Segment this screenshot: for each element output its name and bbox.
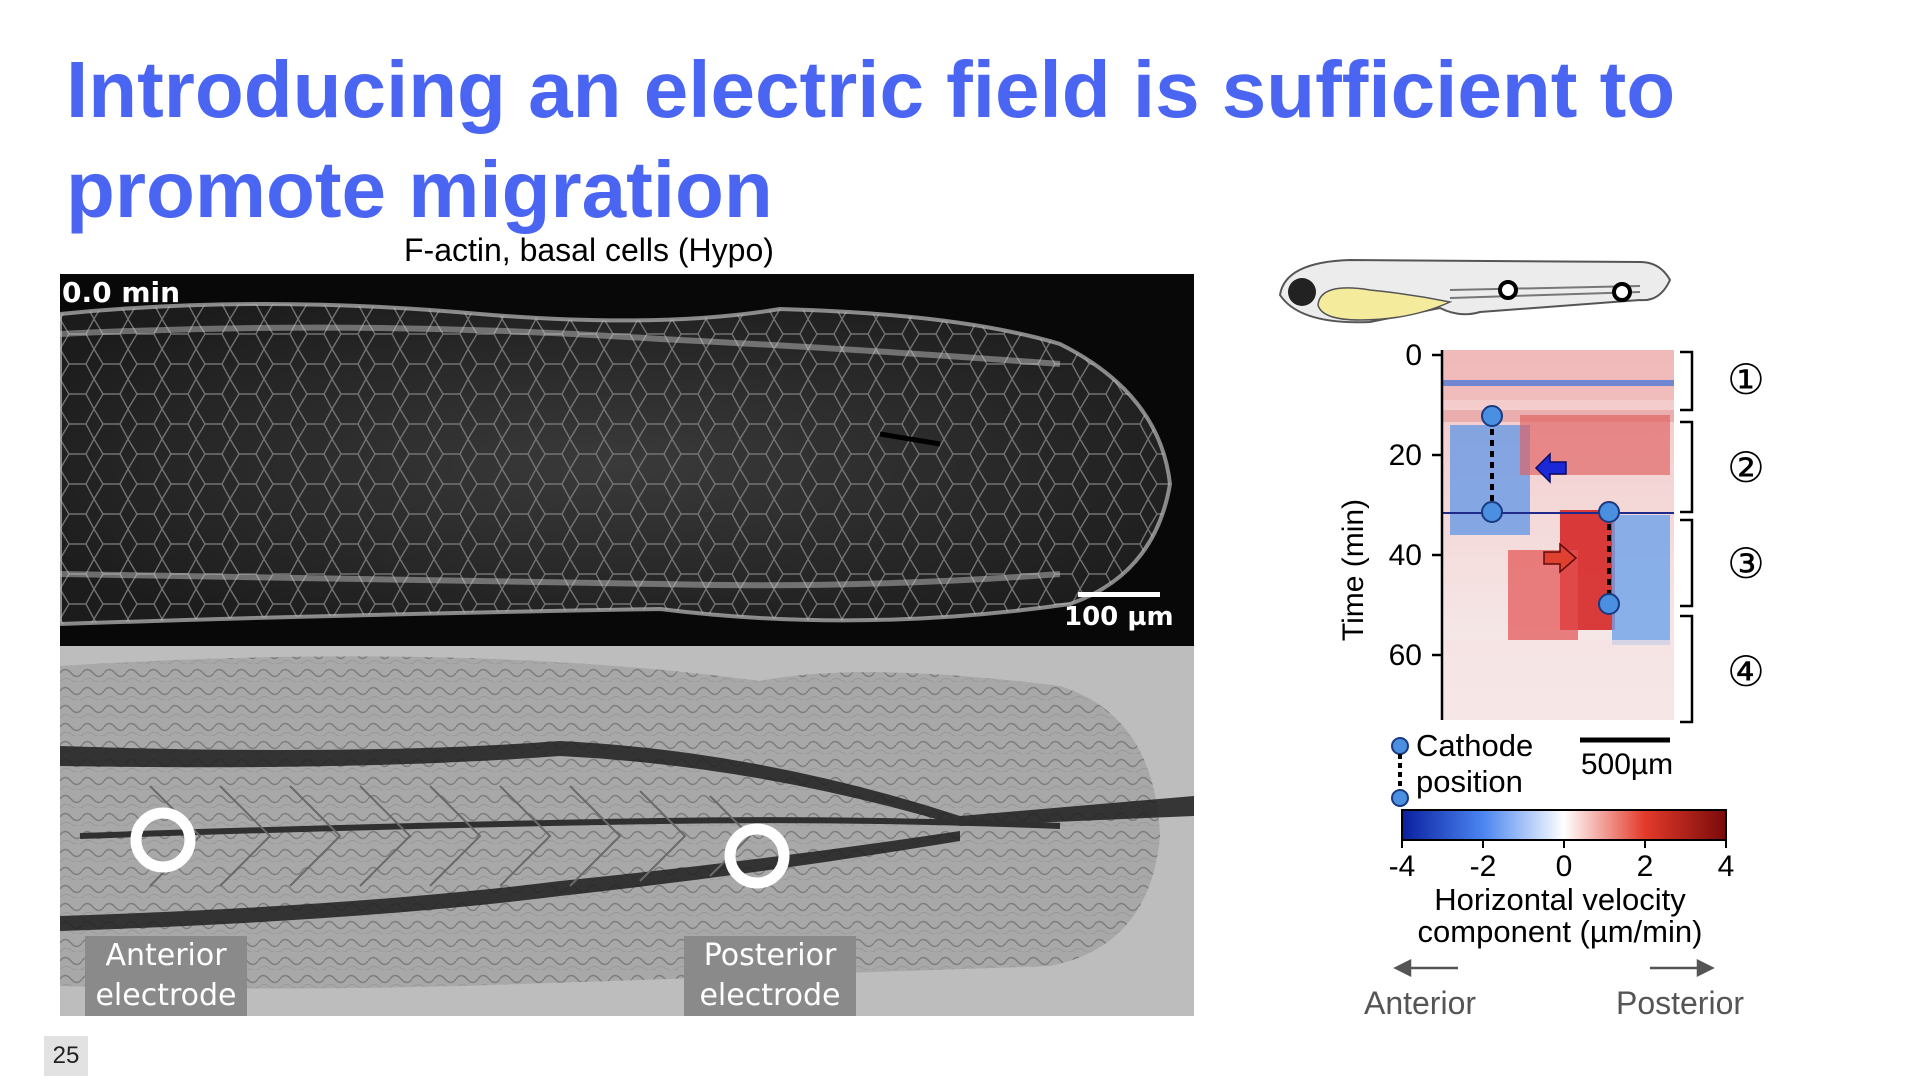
kymo-scale-label: 500µm: [1581, 748, 1673, 781]
colorbar-label-line-2: component (µm/min): [1418, 914, 1703, 949]
posterior-electrode-marker: [724, 823, 790, 889]
cathode-marker: [1598, 501, 1620, 523]
blue-arrow: [1534, 452, 1567, 484]
phase-2-label: ②: [1727, 444, 1765, 491]
scale-bar-label: 100 µm: [1064, 602, 1174, 632]
fluorescence-micrograph: 0.0 min 100 µm: [60, 274, 1194, 646]
colorbar-tick: 4: [1718, 850, 1735, 883]
posterior-electrode-line-2: electrode: [699, 978, 841, 1013]
colorbar: [1401, 809, 1727, 841]
cathode-marker: [1598, 593, 1620, 615]
y-tick-label: 40: [1389, 539, 1422, 572]
phase-1-label: ①: [1727, 356, 1765, 403]
y-tick-label: 60: [1389, 639, 1422, 672]
anterior-direction-label: Anterior: [1364, 985, 1476, 1021]
scale-bar: [1078, 592, 1160, 597]
micrograph-caption: F-actin, basal cells (Hypo): [404, 232, 774, 268]
cathode-marker: [1481, 501, 1503, 523]
colorbar-tick: -4: [1389, 850, 1416, 883]
colorbar-label-line-1: Horizontal velocity: [1434, 882, 1686, 917]
brightfield-image: [60, 656, 1194, 989]
cathode-legend: Cathode position: [1391, 728, 1533, 807]
phase-brackets: [1680, 350, 1694, 724]
fluorescence-image: [60, 302, 1173, 627]
y-axis-label: Time (min): [1337, 499, 1370, 641]
phase-3-label: ③: [1727, 540, 1765, 587]
y-tick-label: 20: [1389, 439, 1422, 472]
page-number: 25: [44, 1036, 88, 1076]
posterior-electrode-label: Posterior electrode: [684, 936, 856, 1016]
y-tick-label: 0: [1405, 339, 1422, 372]
zebrafish-schematic: [1278, 258, 1672, 324]
phase-4-label: ④: [1727, 648, 1765, 695]
cathode-legend-line-1: Cathode: [1416, 728, 1533, 763]
anterior-electrode-line-1: Anterior: [105, 938, 227, 973]
cathode-legend-line-2: position: [1416, 764, 1523, 799]
posterior-electrode-line-1: Posterior: [703, 938, 837, 973]
colorbar-tick: 0: [1556, 850, 1573, 883]
anterior-electrode-line-2: electrode: [95, 978, 237, 1013]
colorbar-tick: 2: [1637, 850, 1654, 883]
slide-title: Introducing an electric field is suffici…: [66, 45, 1676, 234]
anterior-electrode-label: Anterior electrode: [85, 936, 247, 1016]
brightfield-micrograph: Anterior electrode Posterior electrode: [60, 646, 1194, 1016]
kymograph-figure: 0 20 40 60 Time (min) ① ② ③ ④ Cathode po…: [1278, 258, 1765, 1021]
red-arrow: [1543, 542, 1578, 574]
kymograph-heatmap: [1442, 350, 1674, 720]
posterior-direction-label: Posterior: [1616, 985, 1744, 1021]
y-axis: 0 20 40 60 Time (min): [1337, 339, 1444, 720]
cathode-marker: [1481, 405, 1503, 427]
direction-arrows: [1393, 958, 1715, 978]
colorbar-tick: -2: [1470, 850, 1497, 883]
time-label: 0.0 min: [62, 276, 181, 309]
anterior-electrode-marker: [130, 807, 196, 873]
